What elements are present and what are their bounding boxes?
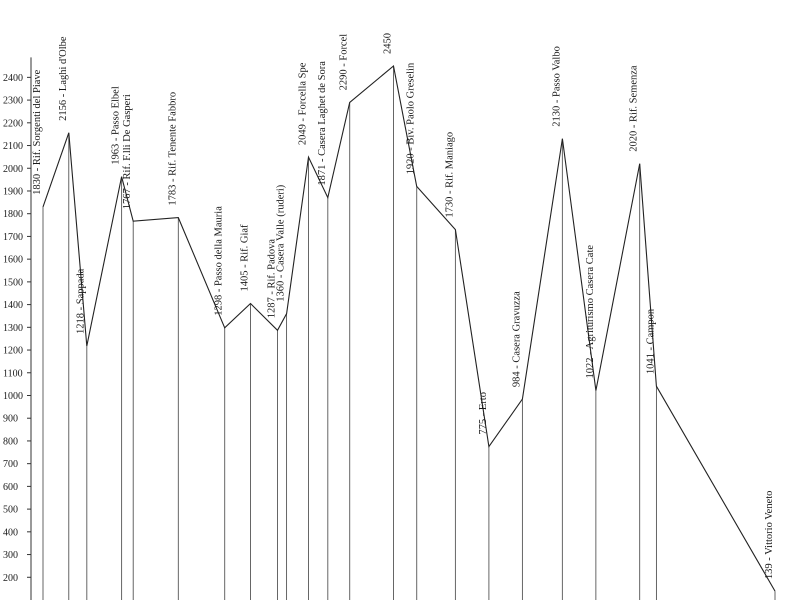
y-tick-label: 900 bbox=[3, 414, 18, 425]
station-label: 2156 - Laghi d'Olbe bbox=[58, 36, 69, 121]
y-tick-label: 1100 bbox=[3, 368, 23, 379]
y-tick-label: 600 bbox=[3, 482, 18, 493]
station-label: 1360 - Casera Valle (ruderi) bbox=[276, 184, 287, 302]
y-axis: 200 300 400 500 600 700 800 900 1000 1100 1200 1300… bbox=[3, 57, 32, 600]
y-tick-label: 1800 bbox=[3, 209, 23, 220]
station-label: 2130 - Passo Valbo bbox=[551, 46, 562, 127]
profile-line-group bbox=[42, 64, 776, 592]
station-label: 775 - Erto bbox=[478, 392, 489, 435]
y-tick-label: 2200 bbox=[3, 118, 23, 129]
y-tick-label: 300 bbox=[3, 550, 18, 561]
station-label: 1041 - Campon bbox=[645, 308, 656, 374]
station-label: 984 - Casera Gravuzza bbox=[511, 291, 522, 387]
station-label: 1783 - Rif. Tenente Fabbro bbox=[167, 92, 178, 206]
y-tick-label: 1600 bbox=[3, 255, 23, 266]
y-tick-label: 1300 bbox=[3, 323, 23, 334]
station-label: 1298 - Passo della Mauria bbox=[214, 206, 225, 316]
station-label: 1871 - Casera Laghet de Sora bbox=[317, 61, 328, 186]
station-label: 1287 - Rif. Padova bbox=[266, 239, 277, 319]
y-tick-label: 400 bbox=[3, 527, 18, 538]
station-label: 2450 bbox=[383, 33, 394, 54]
y-tick-label: 1400 bbox=[3, 300, 23, 311]
station-label: 1022 - Agriturismo Casera Cate bbox=[585, 245, 596, 379]
station-label: 2020 - Rif. Semenza bbox=[629, 65, 640, 152]
y-tick-label: 1500 bbox=[3, 277, 23, 288]
y-tick-label: 200 bbox=[3, 573, 18, 584]
y-tick-label: 1200 bbox=[3, 346, 23, 357]
station-label: 1963 - Passo Elbel bbox=[111, 86, 122, 165]
station-drop-lines bbox=[42, 66, 776, 600]
y-tick-label: 2300 bbox=[3, 96, 23, 107]
station-label: 1920 - Biv. Paolo Greselin bbox=[406, 62, 417, 174]
station-label: 2049 - Forcella Spe bbox=[298, 62, 309, 145]
station-labels: 1830 - Rif. Sorgenti del Piave 2156 - Lag… bbox=[32, 33, 775, 579]
y-tick-label: 1000 bbox=[3, 391, 23, 402]
y-tick-label: 1700 bbox=[3, 232, 23, 243]
station-label: 1767 - Rif. F.lli De Gasperi bbox=[122, 94, 133, 209]
y-tick-label: 800 bbox=[3, 436, 18, 447]
y-tick-label: 2400 bbox=[3, 73, 23, 84]
y-tick-label: 1900 bbox=[3, 186, 23, 197]
station-label: 1830 - Rif. Sorgenti del Piave bbox=[32, 69, 43, 195]
y-tick-label: 2100 bbox=[3, 141, 23, 152]
station-label: 139 - Vittorio Veneto bbox=[764, 491, 775, 580]
station-label: 1218 - Sappada bbox=[76, 268, 87, 334]
station-label: 1730 - Rif. Maniago bbox=[444, 132, 455, 218]
y-tick-label: 2000 bbox=[3, 164, 23, 175]
y-tick-label: 700 bbox=[3, 459, 18, 470]
station-label: 1405 - Rif. Giaf bbox=[239, 224, 250, 292]
y-tick-label: 500 bbox=[3, 505, 18, 516]
station-label: 2290 - Forcel bbox=[339, 34, 350, 91]
profile-line bbox=[42, 64, 776, 592]
